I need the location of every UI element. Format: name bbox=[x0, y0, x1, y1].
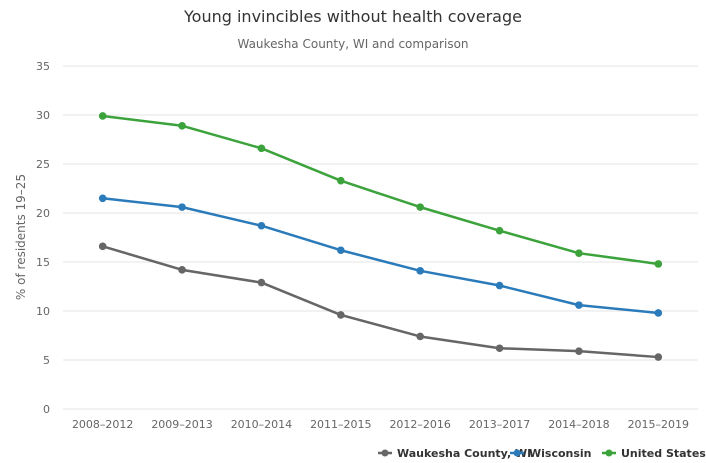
chart-subtitle: Waukesha County, WI and comparison bbox=[237, 37, 468, 51]
x-tick-label: 2012–2016 bbox=[389, 418, 451, 431]
data-point[interactable] bbox=[178, 121, 186, 130]
chart-title: Young invincibles without health coverag… bbox=[183, 7, 522, 26]
x-tick-label: 2014–2018 bbox=[548, 418, 610, 431]
legend-item-2[interactable]: United States bbox=[602, 447, 706, 460]
legend-marker bbox=[381, 449, 389, 457]
y-axis-label: % of residents 19–25 bbox=[14, 174, 28, 300]
data-point[interactable] bbox=[257, 144, 266, 153]
legend-item-1[interactable]: Wisconsin bbox=[510, 447, 592, 460]
legend-marker bbox=[513, 449, 521, 457]
legend-label: United States bbox=[621, 447, 706, 460]
data-point[interactable] bbox=[337, 311, 345, 319]
data-point[interactable] bbox=[575, 249, 583, 257]
y-tick-label: 5 bbox=[43, 354, 50, 367]
legend-label: Wisconsin bbox=[529, 447, 592, 460]
series-line bbox=[102, 245, 659, 359]
legend-marker bbox=[605, 449, 613, 457]
data-point[interactable] bbox=[495, 281, 504, 290]
y-tick-label: 25 bbox=[36, 158, 50, 171]
series-line bbox=[102, 114, 659, 266]
data-point[interactable] bbox=[98, 242, 107, 251]
x-axis-ticks: 2008–2012 2009–2013 2010–2014 2011–2015 2012… bbox=[72, 418, 689, 431]
y-tick-label: 10 bbox=[36, 305, 50, 318]
data-point[interactable] bbox=[416, 267, 424, 275]
series-line bbox=[102, 197, 659, 315]
x-tick-label: 2013–2017 bbox=[469, 418, 531, 431]
x-tick-label: 2011–2015 bbox=[310, 418, 372, 431]
y-tick-label: 15 bbox=[36, 256, 50, 269]
data-point[interactable] bbox=[337, 246, 345, 255]
data-point[interactable] bbox=[178, 203, 186, 211]
data-point[interactable] bbox=[257, 221, 266, 230]
y-tick-label: 30 bbox=[36, 109, 50, 122]
data-point[interactable] bbox=[654, 260, 663, 268]
data-point[interactable] bbox=[257, 278, 266, 287]
y-tick-label: 35 bbox=[36, 60, 50, 73]
series-0 bbox=[98, 242, 663, 361]
data-point[interactable] bbox=[654, 353, 663, 361]
y-axis-ticks: 0 5 10 15 20 25 30 35 bbox=[36, 60, 50, 416]
series-2 bbox=[98, 112, 663, 268]
series-1 bbox=[98, 194, 663, 317]
x-tick-label: 2008–2012 bbox=[72, 418, 134, 431]
data-point[interactable] bbox=[178, 266, 186, 274]
data-point[interactable] bbox=[98, 112, 107, 120]
x-tick-label: 2010–2014 bbox=[231, 418, 293, 431]
data-point[interactable] bbox=[416, 332, 424, 341]
grid-lines bbox=[63, 65, 698, 410]
data-point[interactable] bbox=[495, 226, 504, 235]
data-point[interactable] bbox=[98, 194, 107, 203]
data-point[interactable] bbox=[495, 344, 504, 353]
legend-label: Waukesha County, WI bbox=[397, 447, 531, 460]
x-tick-label: 2009–2013 bbox=[151, 418, 213, 431]
data-point[interactable] bbox=[337, 176, 345, 185]
y-tick-label: 0 bbox=[43, 403, 50, 416]
data-point[interactable] bbox=[575, 301, 583, 309]
data-point[interactable] bbox=[654, 309, 663, 317]
series-lines bbox=[98, 112, 663, 361]
x-tick-label: 2015–2019 bbox=[628, 418, 690, 431]
y-tick-label: 20 bbox=[36, 207, 50, 220]
legend-item-0[interactable]: Waukesha County, WI bbox=[378, 447, 531, 460]
data-point[interactable] bbox=[416, 203, 424, 211]
data-point[interactable] bbox=[575, 347, 583, 355]
